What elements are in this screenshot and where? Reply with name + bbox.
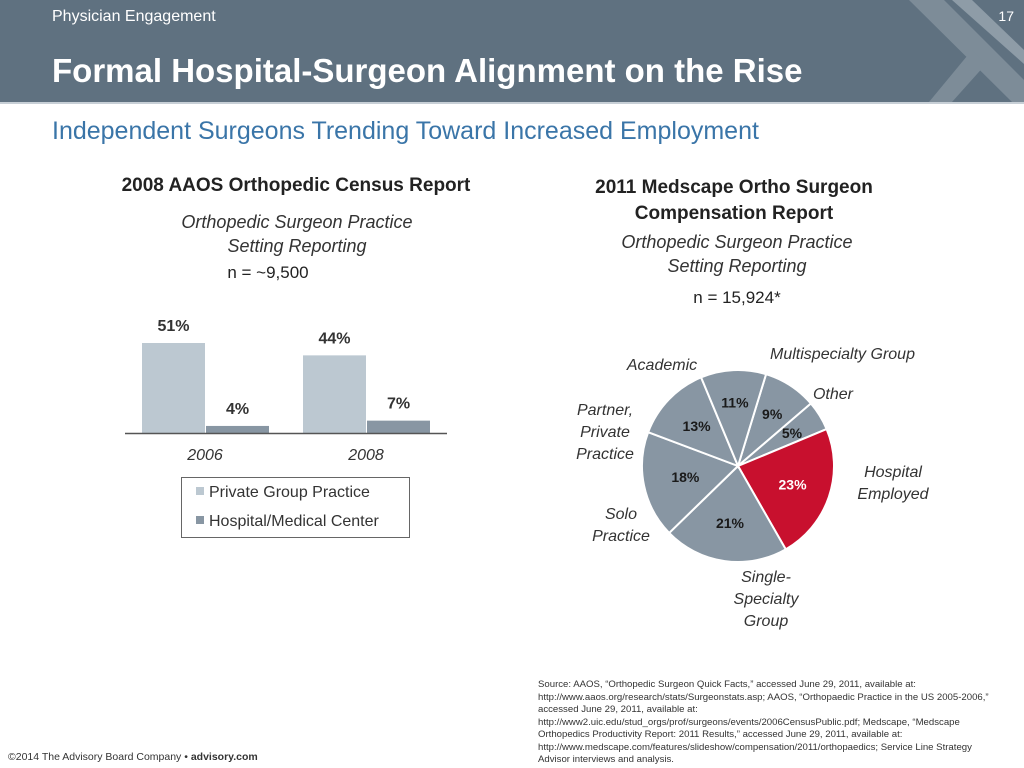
pie-value-label: 9% <box>762 406 783 422</box>
bar-2006-series-0 <box>142 343 205 433</box>
footer-site-link[interactable]: advisory.com <box>190 751 258 763</box>
bar-value-label: 7% <box>387 396 410 413</box>
pie-label-hospital-employed: Hospital Employed <box>838 462 948 506</box>
right-chart-subheading-line2: Setting Reporting <box>667 256 807 276</box>
legend-swatch-hospital-medical <box>196 515 204 524</box>
right-chart-subheading: Orthopedic Surgeon Practice Setting Repo… <box>537 230 937 278</box>
left-chart-heading: 2008 AAOS Orthopedic Census Report <box>121 175 471 196</box>
pie-value-label: 11% <box>721 395 749 411</box>
pie-value-label: 5% <box>782 425 803 441</box>
legend-label-hospital-medical: Hospital/Medical Center <box>209 513 379 530</box>
pie-label-single-line1: Single- <box>741 569 791 586</box>
left-chart-subheading: Orthopedic Surgeon Practice Setting Repo… <box>97 210 497 258</box>
pie-value-label: 13% <box>683 418 712 434</box>
source-line: Source: AAOS, “Orthopedic Surgeon Quick … <box>538 679 916 690</box>
pie-label-partner-line1: Partner, <box>576 402 634 419</box>
pie-label-partner-line2: Private <box>580 424 630 441</box>
pie-label-solo-practice: Solo Practice <box>571 504 671 548</box>
pie-label-solo-line1: Solo <box>604 506 638 523</box>
pie-label-other: Other <box>812 386 853 403</box>
pie-label-hospital-line2: Employed <box>857 486 929 503</box>
pie-slice-hospital-employed <box>736 427 835 551</box>
bar-value-label: 51% <box>157 318 189 335</box>
source-line: http://www.medscape.com/features/slidesh… <box>538 741 972 753</box>
pie-label-single-line3: Group <box>743 613 789 630</box>
source-line: Advisor interviews and analysis. <box>538 754 674 765</box>
pie-label-solo-line2: Practice <box>592 528 650 545</box>
source-line: http://www2.uic.edu/stud_orgs/prof/surge… <box>538 716 960 728</box>
footer-copyright: ©2014 The Advisory Board Company • <box>8 751 191 763</box>
pie-slice-single-specialty-group <box>667 464 788 563</box>
left-chart-subheading-line1: Orthopedic Surgeon Practice <box>181 212 413 232</box>
bar-2008-series-1 <box>367 420 430 433</box>
source-note: Source: AAOS, “Orthopedic Surgeon Quick … <box>538 679 1018 767</box>
x-tick-label: 2008 <box>347 447 384 464</box>
bar-value-label: 44% <box>318 330 350 347</box>
right-chart-heading-line2: Compensation Report <box>634 203 834 224</box>
legend-swatch-private-group <box>196 486 204 495</box>
left-chart-sample-size: n = ~9,500 <box>227 263 309 282</box>
left-chart-subheading-line2: Setting Reporting <box>227 236 367 256</box>
bar-value-label: 4% <box>226 401 249 418</box>
bar-chart-legend: Private Group Practice Hospital/Medical … <box>181 477 410 538</box>
page-number: 17 <box>998 8 1014 24</box>
pie-slice-academic <box>699 369 768 469</box>
right-chart-sample-size: n = 15,924* <box>693 288 781 307</box>
right-chart-heading: 2011 Medscape Ortho Surgeon Compensation… <box>534 175 934 227</box>
source-line: accessed June 29, 2011, available at: <box>538 704 698 715</box>
pie-slice-partner-private-practice <box>646 376 740 468</box>
slide-header: Physician Engagement 17 Formal Hospital-… <box>0 0 1024 102</box>
legend-label-private-group: Private Group Practice <box>209 484 370 501</box>
header-divider <box>0 102 1024 104</box>
right-chart-heading-line1: 2011 Medscape Ortho Surgeon <box>595 177 873 198</box>
slide-title: Formal Hospital-Surgeon Alignment on the… <box>52 52 803 89</box>
pie-label-partner-line3: Practice <box>576 446 634 463</box>
x-tick-label: 2006 <box>186 447 223 464</box>
pie-value-label: 18% <box>671 469 700 485</box>
slide-subtitle: Independent Surgeons Trending Toward Inc… <box>52 117 759 145</box>
bar-2006-series-1 <box>206 425 269 433</box>
bar-2008-series-0 <box>303 355 366 433</box>
section-label: Physician Engagement <box>52 8 216 25</box>
pie-label-multispecialty: Multispecialty Group <box>770 346 915 363</box>
pie-label-academic: Academic <box>626 357 698 374</box>
pie-label-hospital-line1: Hospital <box>864 464 922 481</box>
right-chart-subheading-line1: Orthopedic Surgeon Practice <box>621 232 853 252</box>
source-line: Orthopedics Productivity Report: 2011 Re… <box>538 729 903 740</box>
footer: ©2014 The Advisory Board Company • advis… <box>8 751 258 763</box>
source-line: http://www.aaos.org/research/stats/Surge… <box>538 691 989 703</box>
legend-item-hospital-medical: Hospital/Medical Center <box>196 513 379 531</box>
pie-label-single-line2: Specialty <box>733 591 799 608</box>
pie-value-label: 23% <box>779 477 808 493</box>
pie-label-single-specialty: Single- Specialty Group <box>716 567 816 633</box>
pie-value-label: 21% <box>716 515 745 531</box>
legend-item-private-group: Private Group Practice <box>196 484 370 502</box>
advisory-board-chevron-icon <box>909 0 1024 102</box>
pie-label-partner-private: Partner, Private Practice <box>555 400 655 466</box>
